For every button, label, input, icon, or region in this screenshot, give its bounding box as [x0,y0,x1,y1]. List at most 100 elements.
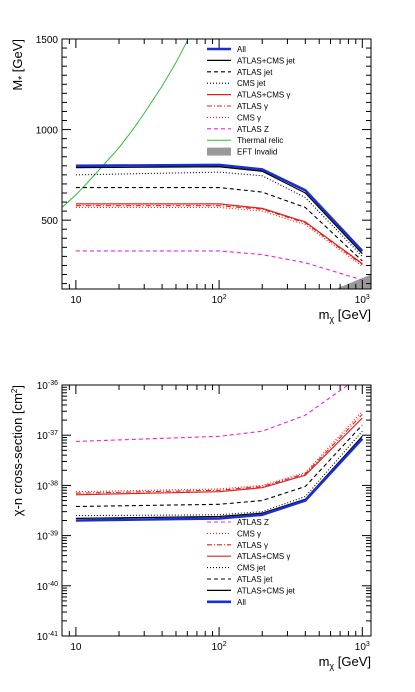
y-tick-label-exponent: -36 [48,380,58,387]
legend-label: ATLAS Z [237,125,269,134]
y-tick-label-base: 10 [37,582,49,593]
x-axis-title-sub: χ [329,661,334,671]
y-tick-label-exponent: -37 [48,430,58,437]
thermal-relic-line [62,40,188,208]
legend-entry: All [207,598,246,607]
legend-entry: ATLAS γ [207,541,268,550]
legend-label: EFT Invalid [237,148,277,157]
series-line-all [75,163,364,252]
legend-entry: CMS jet [207,79,266,88]
legend-entry: ATLAS Z [207,125,269,134]
series-line-atlas-cms [75,203,363,265]
x-tick-label-base: 10 [212,642,224,653]
x-tick-label: 102 [212,294,227,306]
x-axis-title-unit: [GeV] [334,654,371,669]
series-line-cms [75,410,363,493]
legend-entry: ATLAS jet [207,575,273,584]
y-tick-label-exponent: -38 [48,480,58,487]
legend-entry: CMS γ [207,529,261,538]
y-tick-label-exponent: -41 [48,631,58,638]
series-line-atlas-cms-jet [75,166,363,255]
series-line-atlas-z [75,250,363,281]
legend-label: CMS jet [237,564,266,573]
legend-entry: ATLAS+CMS γ [207,552,290,561]
x-tick-label-base: 10 [355,642,367,653]
legend-entry: CMS γ [207,113,261,122]
x-tick-label-base: 10 [70,642,82,653]
legend-entry: ATLAS Z [207,518,269,527]
x-tick-label-base: 10 [212,295,224,306]
series-line-atlas-cms [75,417,363,496]
x-tick-label-exponent: 2 [223,641,227,648]
legend-label: ATLAS+CMS γ [237,552,290,561]
series-line-atlas-jet [75,187,363,262]
y-tick-label: 10-40 [37,581,58,593]
series-line-cms [75,206,363,267]
y-tick-label-exponent: -39 [48,531,58,538]
legend-label: CMS γ [237,529,261,538]
x-tick-label-exponent: 3 [366,294,370,301]
y-tick-label-base: 10 [37,431,49,442]
legend-label: ATLAS γ [237,102,268,111]
legend-label: ATLAS jet [237,575,273,584]
series-line-cms-jet [75,171,363,257]
x-axis-title-sub: χ [329,314,334,324]
legend-entry: ATLAS jet [207,68,273,77]
y-tick-label-base: 1000 [36,126,59,137]
plot-area [75,385,364,522]
y-tick-label-exponent: -40 [48,581,58,588]
plot-frame [61,384,372,637]
y-tick-label-base: 10 [37,481,49,492]
legend-entry: All [207,45,246,54]
x-tick-label-exponent: 2 [223,294,227,301]
y-axis-title-sub: * [17,76,28,80]
x-axis-title-unit: [GeV] [334,307,371,322]
x-tick-label: 10 [70,295,82,306]
legend-entry: CMS jet [207,564,266,573]
y-tick-label: 10-38 [37,480,58,492]
y-axis-title: M* [GeV] [10,39,28,91]
series-line-atlas-jet [75,424,363,508]
legend-label: ATLAS+CMS jet [237,586,296,595]
x-tick-label-base: 10 [355,295,367,306]
y-tick-label: 1500 [36,35,59,46]
y-tick-label: 10-41 [37,631,58,643]
y-axis-title-unit: [GeV] [10,39,25,76]
x-axis-title-main: m [319,654,330,669]
y-tick-label-base: 1500 [36,35,59,46]
y-axis-title: χ-n cross-section [cm2] [10,385,25,516]
legend-label: Thermal relic [237,136,283,145]
plot-area [62,40,371,289]
legend-label: ATLAS Z [237,518,269,527]
legend-label: CMS γ [237,113,261,122]
x-tick-label: 103 [355,641,370,653]
y-tick-label: 500 [41,216,58,227]
legend-label: ATLAS+CMS jet [237,56,296,65]
y-tick-label: 10-36 [37,380,58,392]
series-line-cms-jet [75,430,363,517]
x-tick-label: 102 [212,641,227,653]
legend-entry: EFT Invalid [207,147,277,157]
legend-entry: Thermal relic [207,136,283,145]
legend-label: All [237,598,246,607]
x-axis-title-main: m [319,307,330,322]
legend-label: ATLAS γ [237,541,268,550]
y-tick-label: 1000 [36,126,59,137]
y-axis-title-end: ] [10,385,25,389]
legend-entry: ATLAS+CMS γ [207,91,290,100]
bottom-panel-cross-section: 10 102 10310-4110-4010-3910-3810-3710-36mχ… [10,380,372,671]
y-tick-label: 10-37 [37,430,58,442]
x-tick-label: 103 [355,294,370,306]
y-axis-title-sup: 2 [10,388,19,393]
legend-label: CMS jet [237,79,266,88]
legend-entry: ATLAS γ [207,102,268,111]
legend-label: ATLAS jet [237,68,273,77]
x-tick-label: 10 [70,642,82,653]
x-tick-label-base: 10 [70,295,82,306]
legend-entry: ATLAS+CMS jet [207,586,296,595]
y-axis-title-main: χ-n cross-section [cm [10,393,25,516]
y-tick-label-base: 10 [37,632,49,643]
x-tick-label-exponent: 3 [366,641,370,648]
